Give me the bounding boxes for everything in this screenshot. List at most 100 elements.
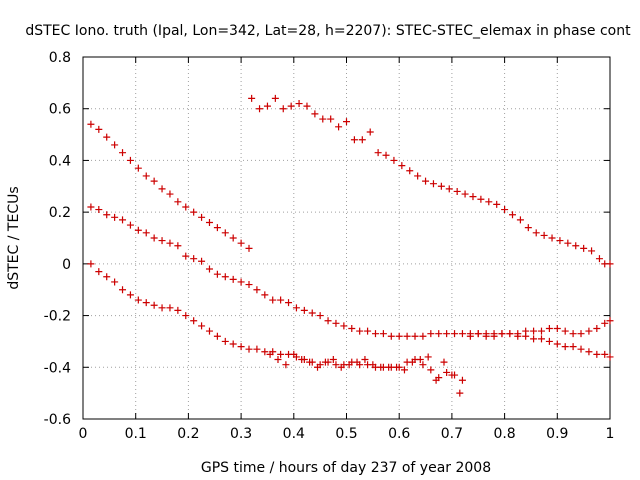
data-point-marker <box>377 363 385 371</box>
data-point-marker <box>298 356 306 364</box>
series-2 <box>248 94 614 268</box>
data-point-marker <box>419 332 427 340</box>
data-point-marker <box>348 325 356 332</box>
data-point-marker <box>126 291 134 299</box>
data-point-marker <box>595 255 603 263</box>
data-point-marker <box>490 332 498 340</box>
data-point-marker <box>443 368 451 376</box>
data-point-marker <box>277 296 285 304</box>
data-point-marker <box>556 237 564 245</box>
data-point-marker <box>414 172 422 180</box>
data-point-marker <box>190 255 198 263</box>
data-point-marker <box>561 327 569 335</box>
data-point-marker <box>385 363 393 371</box>
data-point-marker <box>387 332 395 340</box>
data-point-marker <box>111 141 119 149</box>
data-point-marker <box>493 200 501 208</box>
data-point-marker <box>205 327 213 335</box>
data-point-marker <box>229 340 237 348</box>
x-tick-label: 0.5 <box>335 426 357 442</box>
data-point-marker <box>166 190 174 198</box>
data-point-marker <box>274 356 282 364</box>
data-point-marker <box>371 330 379 338</box>
data-point-marker <box>205 265 213 273</box>
chart-title: dSTEC Iono. truth (Ipal, Lon=342, Lat=28… <box>25 23 631 39</box>
data-point-marker <box>429 180 437 188</box>
data-point-marker <box>548 234 556 242</box>
data-point-marker <box>142 229 150 237</box>
data-point-marker <box>134 226 142 234</box>
data-point-marker <box>411 332 419 340</box>
data-point-marker <box>237 239 245 247</box>
data-point-marker <box>150 301 158 309</box>
data-point-marker <box>190 317 198 325</box>
data-point-marker <box>569 343 577 351</box>
x-tick-label: 0.6 <box>388 426 410 442</box>
data-point-marker <box>308 309 316 317</box>
data-point-marker <box>327 115 335 123</box>
data-point-marker <box>524 224 532 232</box>
data-point-marker <box>198 322 206 330</box>
data-point-marker <box>198 257 206 265</box>
data-point-marker <box>277 350 285 358</box>
data-point-marker <box>564 239 572 247</box>
data-point-marker <box>253 286 261 294</box>
data-point-marker <box>150 177 158 185</box>
data-point-marker <box>572 242 580 250</box>
data-point-marker <box>174 306 182 314</box>
y-tick-label: 0.4 <box>49 153 71 169</box>
data-point-marker <box>229 234 237 242</box>
data-point-marker <box>553 325 561 332</box>
data-point-marker <box>111 278 119 286</box>
data-point-marker <box>593 325 601 332</box>
data-point-marker <box>205 218 213 226</box>
data-point-marker <box>103 273 111 281</box>
x-tick-label: 0.4 <box>283 426 305 442</box>
y-axis-label: dSTEC / TECUs <box>6 186 22 289</box>
data-point-marker <box>406 167 414 175</box>
x-tick-label: 0.1 <box>125 426 147 442</box>
y-tick-label: -0.6 <box>44 412 71 428</box>
data-point-marker <box>440 358 448 366</box>
data-point-marker <box>427 366 435 374</box>
data-point-marker <box>435 330 443 338</box>
data-point-marker <box>87 260 95 268</box>
data-point-marker <box>158 185 166 193</box>
x-tick-label: 0.7 <box>441 426 463 442</box>
marker-layer <box>87 94 614 397</box>
data-point-marker <box>577 345 585 353</box>
data-point-marker <box>530 335 538 343</box>
y-tick-label: -0.4 <box>44 360 71 376</box>
data-point-marker <box>461 190 469 198</box>
data-point-marker <box>379 330 387 338</box>
data-point-marker <box>361 356 369 364</box>
data-point-marker <box>532 229 540 237</box>
data-point-marker <box>445 185 453 193</box>
data-point-marker <box>477 195 485 203</box>
data-point-marker <box>314 363 322 371</box>
data-point-marker <box>271 94 279 102</box>
data-point-marker <box>453 187 461 195</box>
data-point-marker <box>498 330 506 338</box>
data-point-marker <box>509 211 517 219</box>
data-point-marker <box>458 330 466 338</box>
data-point-marker <box>261 291 269 299</box>
data-point-marker <box>408 358 416 366</box>
data-point-marker <box>340 322 348 330</box>
y-tick-label: 0 <box>62 257 71 273</box>
data-point-marker <box>350 136 358 144</box>
tick-layer <box>82 56 611 420</box>
data-point-marker <box>569 330 577 338</box>
data-point-marker <box>174 198 182 206</box>
data-point-marker <box>374 149 382 157</box>
data-point-marker <box>190 208 198 216</box>
data-point-marker <box>353 358 361 366</box>
data-point-marker <box>221 229 229 237</box>
data-point-marker <box>416 356 424 364</box>
data-point-marker <box>456 389 464 397</box>
data-point-marker <box>332 361 340 369</box>
data-point-marker <box>561 343 569 351</box>
data-point-marker <box>229 275 237 283</box>
data-point-marker <box>158 304 166 312</box>
